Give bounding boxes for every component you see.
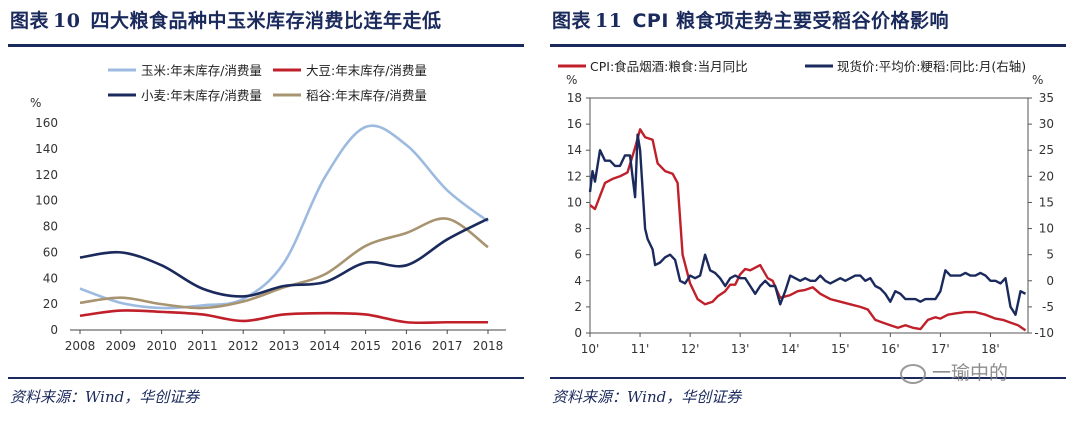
figure-11-chart: % % 0 2 4 6 8 10 12 14 16 18 -10 -5 0 5 10 15 20 25 30 35 10' 1… [558,59,1054,356]
left-x-tick-label: 2013 [269,339,300,353]
figure-10-bottom-rule [8,377,524,379]
figure-10-top-rule [8,44,524,47]
right-x-tick-label: 13' [731,342,750,356]
left-legend-label: 小麦:年末库存/消费量 [141,88,262,103]
right-y-left-tick-label: 16 [567,117,582,131]
right-y-left-tick-label: 8 [574,222,582,236]
left-y-tick-label: 0 [50,323,58,337]
right-y-left-tick-label: 12 [567,169,582,183]
right-y-right-tick-label: 20 [1039,169,1054,183]
figure-11-title-text: CPI 粮食项走势主要受稻谷价格影响 [632,10,950,32]
left-y-unit-label: % [30,96,41,110]
figure-11-title-prefix: 图表 [552,10,592,32]
right-x-tick-label: 10' [581,342,600,356]
left-x-tick-label: 2018 [473,339,504,353]
figure-10-chart: % 0 20 40 60 80 100 120 140 160 2008 2009 2010 2011 20… [30,63,506,353]
right-y-right-tick-label: 25 [1039,143,1054,157]
figure-11-title: 图表 11 CPI 粮食项走势主要受稻谷价格影响 [552,6,949,33]
right-y-left-tick-label: 14 [567,143,582,157]
left-y-tick-label: 100 [35,194,58,208]
right-y-right-tick-label: -5 [1042,300,1054,314]
right-y-right-tick-label: -10 [1034,326,1054,340]
left-x-tick-label: 2008 [65,339,96,353]
right-y-left-unit-label: % [566,73,577,87]
figure-10-title-number: 10 [53,10,81,32]
right-x-tick-label: 17' [931,342,950,356]
figure-11-panel: 图表 11 CPI 粮食项走势主要受稻谷价格影响 %% 0 2 4 6 8 10 12 14 16 18… [550,0,1075,421]
right-y-left-tick-label: 10 [567,195,582,209]
left-series-line-3 [79,217,489,298]
right-legend-label: CPI:食品烟酒:粮食:当月同比 [590,59,748,74]
left-series-line-2 [79,309,488,325]
right-y-left-tick-label: 18 [567,91,582,105]
left-x-tick-label: 2016 [391,339,422,353]
right-y-right-tick-label: 15 [1039,195,1054,209]
right-legend-label: 现货价:平均价:粳稻:同比:月(右轴) [837,59,1026,74]
left-x-tick-label: 2015 [350,339,381,353]
left-y-tick-label: 60 [43,245,58,259]
right-y-right-tick-label: 0 [1046,274,1054,288]
left-x-tick-label: 2012 [228,339,259,353]
left-series-line-1 [79,124,489,310]
figure-11-top-rule [550,44,1066,47]
right-x-tick-label: 11' [631,342,650,356]
left-x-tick-label: 2009 [106,339,137,353]
wechat-icon [900,363,926,384]
figure-10-title-prefix: 图表 [10,10,50,32]
right-series-line-1 [589,128,1027,332]
watermark: 一瑜中的 [900,358,1008,385]
right-x-tick-label: 15' [831,342,850,356]
left-x-tick-label: 2010 [146,339,177,353]
left-x-tick-label: 2011 [187,339,218,353]
figure-11-source: 资料来源：Wind，华创证券 [552,388,742,406]
right-y-left-tick-label: 4 [574,274,582,288]
right-series-line-2 [588,133,1027,316]
right-y-right-tick-label: 5 [1046,248,1054,262]
left-x-tick-label: 2014 [310,339,341,353]
left-y-tick-label: 80 [43,220,58,234]
right-y-left-tick-label: 0 [574,326,582,340]
left-legend-label: 大豆:年末库存/消费量 [306,63,427,78]
left-y-tick-label: 140 [35,142,58,156]
left-x-tick-label: 2017 [432,339,463,353]
figure-10-title-text: 四大粮食品种中玉米库存消费比连年走低 [90,10,442,32]
right-y-left-tick-label: 6 [574,248,582,262]
figure-10-title: 图表 10 四大粮食品种中玉米库存消费比连年走低 [10,6,441,33]
right-y-right-tick-label: 35 [1039,91,1054,105]
right-y-right-tick-label: 30 [1039,117,1054,131]
right-y-left-tick-label: 2 [574,300,582,314]
figure-11-bottom-rule [550,377,1066,379]
right-x-tick-label: 18' [981,342,1000,356]
figure-10-source: 资料来源：Wind，华创证券 [10,388,200,406]
right-plot-frame [589,97,1029,334]
figure-10-panel: 图表 10 四大粮食品种中玉米库存消费比连年走低 % 0 20 40 60 80 100 120 1… [8,0,533,421]
left-y-tick-label: 20 [43,297,58,311]
right-y-right-unit-label: % [1032,73,1043,87]
figure-11-title-number: 11 [595,10,623,32]
right-x-tick-label: 16' [881,342,900,356]
left-legend-label: 玉米:年末库存/消费量 [141,63,262,78]
right-x-tick-label: 14' [781,342,800,356]
left-legend-label: 稻谷:年末库存/消费量 [306,88,427,103]
right-y-right-tick-label: 10 [1039,222,1054,236]
left-y-tick-label: 120 [35,168,58,182]
left-y-tick-label: 160 [35,116,58,130]
watermark-text: 一瑜中的 [932,362,1009,384]
right-x-tick-label: 12' [681,342,700,356]
left-y-tick-label: 40 [43,271,58,285]
